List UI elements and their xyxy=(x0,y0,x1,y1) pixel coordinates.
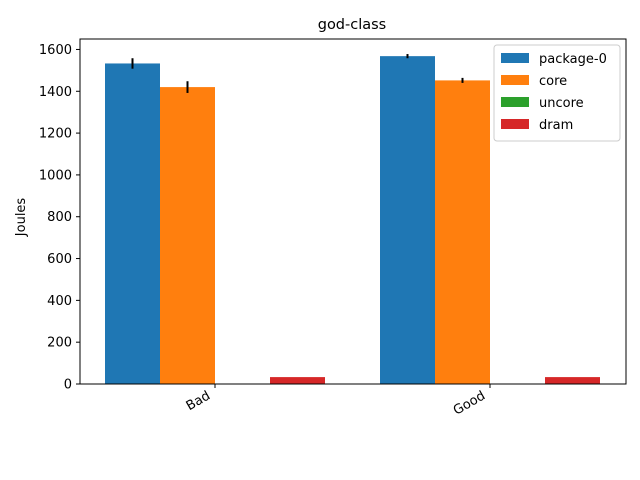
legend-label-package-0: package-0 xyxy=(539,52,607,67)
bars-layer xyxy=(105,56,600,385)
y-tick-label: 1400 xyxy=(39,85,72,100)
legend-swatch-uncore xyxy=(501,97,529,107)
legend-label-dram: dram xyxy=(539,118,573,133)
x-tick-label: Bad xyxy=(184,388,213,414)
y-tick-label: 800 xyxy=(47,210,72,225)
legend-swatch-dram xyxy=(501,119,529,129)
x-tick-label: Good xyxy=(451,388,488,418)
legend-box xyxy=(493,44,621,142)
y-tick-label: 400 xyxy=(47,294,72,309)
bar-package-0-bad xyxy=(105,63,160,385)
y-axis: 0 200 400 600 800 1000 1200 1400 1600 xyxy=(39,43,80,393)
bar-package-0-good xyxy=(380,56,435,385)
y-tick-label: 200 xyxy=(47,336,72,351)
y-tick-label: 0 xyxy=(64,378,72,393)
chart-title: god-class xyxy=(318,17,387,33)
legend-label-core: core xyxy=(539,74,567,89)
y-tick-label: 1000 xyxy=(39,168,72,183)
bar-dram-good xyxy=(545,377,600,384)
legend: package-0 core uncore dram xyxy=(493,44,621,142)
legend-swatch-core xyxy=(501,75,529,85)
x-axis: Bad Good xyxy=(184,384,491,419)
plot-frame xyxy=(79,38,627,385)
bar-dram-bad xyxy=(270,377,325,384)
error-bars-layer xyxy=(131,54,464,93)
y-tick-label: 1200 xyxy=(39,127,72,142)
y-tick-label: 1600 xyxy=(39,43,72,58)
y-axis-title: Joules xyxy=(14,198,29,238)
bar-core-good xyxy=(435,80,490,385)
y-tick-label: 600 xyxy=(47,252,72,267)
legend-label-uncore: uncore xyxy=(539,96,584,111)
bar-core-bad xyxy=(160,87,215,384)
legend-swatch-package-0 xyxy=(501,53,529,63)
